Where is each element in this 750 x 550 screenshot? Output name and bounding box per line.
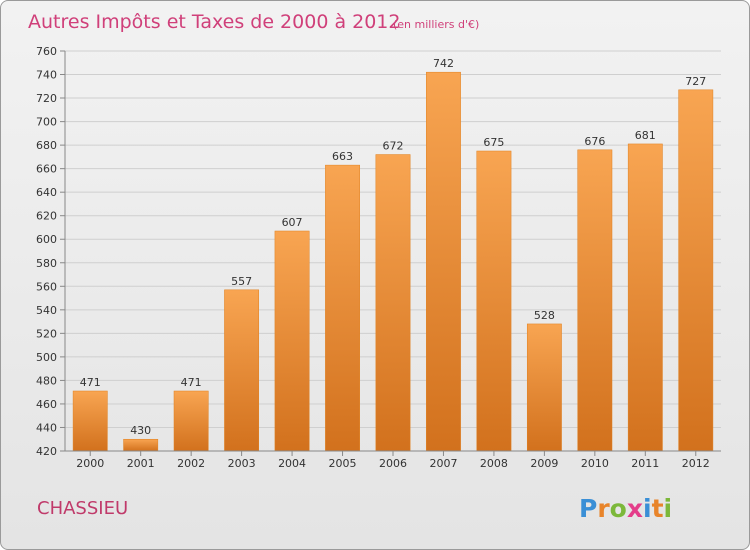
chart-title: Autres Impôts et Taxes de 2000 à 2012 xyxy=(28,11,401,33)
data-label-2001: 430 xyxy=(130,424,151,437)
x-tick-label-2009: 2009 xyxy=(530,457,558,470)
y-tick-label: 760 xyxy=(36,45,57,58)
logo-letter: x xyxy=(627,494,643,523)
y-tick-label: 620 xyxy=(36,210,57,223)
bar-2000 xyxy=(72,390,108,452)
bar-2008 xyxy=(476,150,512,452)
y-tick-label: 640 xyxy=(36,186,57,199)
data-label-2003: 557 xyxy=(231,275,252,288)
y-axis-ticks: 420 440 460 480 500 520 540 560 580 600 620 640 660 6… xyxy=(36,45,66,458)
logo-letter: t xyxy=(652,494,664,523)
x-axis-ticks: 2000 2001 2002 2003 2004 2005 2006 2007 2008 2009… xyxy=(76,451,710,470)
y-tick-label: 540 xyxy=(36,304,57,317)
y-tick-label: 740 xyxy=(36,69,57,82)
data-label-2002: 471 xyxy=(181,376,202,389)
y-tick-label: 440 xyxy=(36,421,57,434)
y-tick-label: 520 xyxy=(36,327,57,340)
x-tick-label-2004: 2004 xyxy=(278,457,306,470)
bar-2009 xyxy=(526,323,562,452)
x-tick-label-2005: 2005 xyxy=(329,457,357,470)
x-tick-label-2002: 2002 xyxy=(177,457,205,470)
bar-2001 xyxy=(123,438,159,452)
data-label-2009: 528 xyxy=(534,309,555,322)
bar-2011 xyxy=(627,143,663,452)
chart-subtitle: (en milliers d'€) xyxy=(393,18,479,31)
data-label-2005: 663 xyxy=(332,150,353,163)
x-tick-label-2008: 2008 xyxy=(480,457,508,470)
y-tick-label: 660 xyxy=(36,163,57,176)
y-tick-label: 480 xyxy=(36,374,57,387)
y-tick-label: 560 xyxy=(36,280,57,293)
data-labels: 471 430 471 557 607 663 672 742 675 528 676 681 727 xyxy=(80,57,707,437)
y-tick-label: 700 xyxy=(36,116,57,129)
y-tick-label: 500 xyxy=(36,351,57,364)
bar-2010 xyxy=(577,149,613,452)
y-tick-label: 680 xyxy=(36,139,57,152)
data-label-2008: 675 xyxy=(483,136,504,149)
x-tick-label-2006: 2006 xyxy=(379,457,407,470)
data-label-2004: 607 xyxy=(282,216,303,229)
x-tick-label-2003: 2003 xyxy=(228,457,256,470)
y-tick-label: 600 xyxy=(36,233,57,246)
x-tick-label-2011: 2011 xyxy=(631,457,659,470)
data-label-2006: 672 xyxy=(383,140,404,153)
bar-2007 xyxy=(426,71,461,452)
logo-letter: r xyxy=(597,494,610,523)
y-tick-label: 460 xyxy=(36,398,57,411)
logo-letter: i xyxy=(643,494,652,523)
bar-2012 xyxy=(678,89,714,452)
location-label: CHASSIEU xyxy=(37,498,128,519)
x-tick-label-2010: 2010 xyxy=(581,457,609,470)
x-tick-label-2007: 2007 xyxy=(429,457,457,470)
bars xyxy=(72,71,714,452)
x-tick-label-2000: 2000 xyxy=(76,457,104,470)
logo-letter: o xyxy=(610,494,627,523)
bar-2003 xyxy=(224,289,260,452)
x-tick-label-2001: 2001 xyxy=(127,457,155,470)
logo-letter: P xyxy=(579,494,597,523)
y-tick-label: 720 xyxy=(36,92,57,105)
data-label-2012: 727 xyxy=(685,75,706,88)
data-label-2000: 471 xyxy=(80,376,101,389)
bar-2006 xyxy=(375,154,411,452)
bar-2004 xyxy=(274,230,310,452)
data-label-2011: 681 xyxy=(635,129,656,142)
y-tick-label: 420 xyxy=(36,445,57,458)
logo-letter: i xyxy=(664,494,673,523)
data-label-2010: 676 xyxy=(584,135,605,148)
bar-2002 xyxy=(173,390,209,452)
y-tick-label: 580 xyxy=(36,257,57,270)
bar-2005 xyxy=(325,164,360,452)
proxiti-logo: Proxiti xyxy=(579,494,672,523)
data-label-2007: 742 xyxy=(433,57,454,70)
x-tick-label-2012: 2012 xyxy=(682,457,710,470)
